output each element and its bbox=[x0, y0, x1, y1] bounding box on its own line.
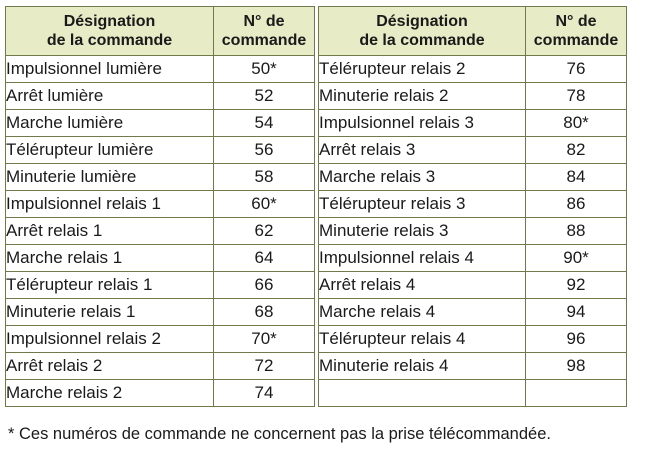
command-number: 74 bbox=[213, 379, 315, 407]
footnote: * Ces numéros de commande ne concernent … bbox=[8, 425, 551, 443]
command-number: 84 bbox=[525, 163, 627, 191]
command-name: Arrêt relais 4 bbox=[318, 271, 526, 299]
command-name: Minuterie relais 1 bbox=[5, 298, 214, 326]
command-number: 70* bbox=[213, 325, 315, 353]
table-header-row: Désignation de la commande N° de command… bbox=[5, 6, 315, 56]
table-row: Télérupteur lumière 56 bbox=[5, 136, 315, 164]
command-name: Minuterie relais 2 bbox=[318, 82, 526, 110]
table-row: Télérupteur relais 3 86 bbox=[318, 190, 627, 218]
table-row: Marche relais 1 64 bbox=[5, 244, 315, 272]
command-name: Impulsionnel relais 3 bbox=[318, 109, 526, 137]
table-row: Marche relais 2 74 bbox=[5, 379, 315, 407]
command-name: Minuterie relais 4 bbox=[318, 352, 526, 380]
command-number bbox=[525, 379, 627, 407]
command-name: Télérupteur relais 2 bbox=[318, 55, 526, 83]
command-name: Télérupteur lumière bbox=[5, 136, 214, 164]
number-header: N° de commande bbox=[213, 6, 315, 56]
command-number: 72 bbox=[213, 352, 315, 380]
command-name: Minuterie relais 3 bbox=[318, 217, 526, 245]
command-number: 78 bbox=[525, 82, 627, 110]
table-row: Marche lumière 54 bbox=[5, 109, 315, 137]
command-name: Arrêt relais 3 bbox=[318, 136, 526, 164]
command-number: 96 bbox=[525, 325, 627, 353]
table-row: Arrêt relais 2 72 bbox=[5, 352, 315, 380]
number-header: N° de commande bbox=[525, 6, 627, 56]
command-number: 68 bbox=[213, 298, 315, 326]
command-name: Minuterie lumière bbox=[5, 163, 214, 191]
table-row: Télérupteur relais 2 76 bbox=[318, 55, 627, 83]
command-number: 62 bbox=[213, 217, 315, 245]
command-number: 50* bbox=[213, 55, 315, 83]
command-name bbox=[318, 379, 526, 407]
table-row: Télérupteur relais 4 96 bbox=[318, 325, 627, 353]
command-name: Impulsionnel relais 1 bbox=[5, 190, 214, 218]
command-number: 80* bbox=[525, 109, 627, 137]
command-number: 52 bbox=[213, 82, 315, 110]
command-number: 82 bbox=[525, 136, 627, 164]
command-name: Impulsionnel relais 2 bbox=[5, 325, 214, 353]
command-table-right: Désignation de la commande N° de command… bbox=[318, 6, 627, 407]
command-number: 56 bbox=[213, 136, 315, 164]
command-number: 54 bbox=[213, 109, 315, 137]
command-number: 86 bbox=[525, 190, 627, 218]
command-name: Impulsionnel lumière bbox=[5, 55, 214, 83]
table-row: Impulsionnel relais 2 70* bbox=[5, 325, 315, 353]
command-number: 94 bbox=[525, 298, 627, 326]
table-row: Minuterie relais 2 78 bbox=[318, 82, 627, 110]
command-number: 92 bbox=[525, 271, 627, 299]
table-row: Arrêt lumière 52 bbox=[5, 82, 315, 110]
table-row: Arrêt relais 3 82 bbox=[318, 136, 627, 164]
table-header-row: Désignation de la commande N° de command… bbox=[318, 6, 627, 56]
table-row: Arrêt relais 4 92 bbox=[318, 271, 627, 299]
command-name: Arrêt relais 1 bbox=[5, 217, 214, 245]
table-row: Impulsionnel relais 1 60* bbox=[5, 190, 315, 218]
command-name: Télérupteur relais 1 bbox=[5, 271, 214, 299]
command-number: 64 bbox=[213, 244, 315, 272]
table-row: Minuterie relais 3 88 bbox=[318, 217, 627, 245]
table-row: Impulsionnel relais 4 90* bbox=[318, 244, 627, 272]
command-number: 90* bbox=[525, 244, 627, 272]
table-row: Minuterie lumière 58 bbox=[5, 163, 315, 191]
command-name: Arrêt relais 2 bbox=[5, 352, 214, 380]
command-name: Marche lumière bbox=[5, 109, 214, 137]
command-name: Marche relais 1 bbox=[5, 244, 214, 272]
command-number: 66 bbox=[213, 271, 315, 299]
command-name: Marche relais 4 bbox=[318, 298, 526, 326]
command-name: Télérupteur relais 3 bbox=[318, 190, 526, 218]
command-name: Arrêt lumière bbox=[5, 82, 214, 110]
command-number: 58 bbox=[213, 163, 315, 191]
command-name: Télérupteur relais 4 bbox=[318, 325, 526, 353]
table-row: Marche relais 3 84 bbox=[318, 163, 627, 191]
command-number: 60* bbox=[213, 190, 315, 218]
command-name: Impulsionnel relais 4 bbox=[318, 244, 526, 272]
table-row-empty bbox=[318, 379, 627, 407]
designation-header: Désignation de la commande bbox=[5, 6, 214, 56]
command-name: Marche relais 3 bbox=[318, 163, 526, 191]
command-number: 98 bbox=[525, 352, 627, 380]
command-name: Marche relais 2 bbox=[5, 379, 214, 407]
command-number: 88 bbox=[525, 217, 627, 245]
table-row: Impulsionnel relais 3 80* bbox=[318, 109, 627, 137]
table-row: Minuterie relais 1 68 bbox=[5, 298, 315, 326]
command-number: 76 bbox=[525, 55, 627, 83]
table-row: Arrêt relais 1 62 bbox=[5, 217, 315, 245]
designation-header: Désignation de la commande bbox=[318, 6, 526, 56]
command-table-left: Désignation de la commande N° de command… bbox=[5, 6, 315, 407]
table-row: Impulsionnel lumière 50* bbox=[5, 55, 315, 83]
table-row: Minuterie relais 4 98 bbox=[318, 352, 627, 380]
table-row: Marche relais 4 94 bbox=[318, 298, 627, 326]
table-row: Télérupteur relais 1 66 bbox=[5, 271, 315, 299]
